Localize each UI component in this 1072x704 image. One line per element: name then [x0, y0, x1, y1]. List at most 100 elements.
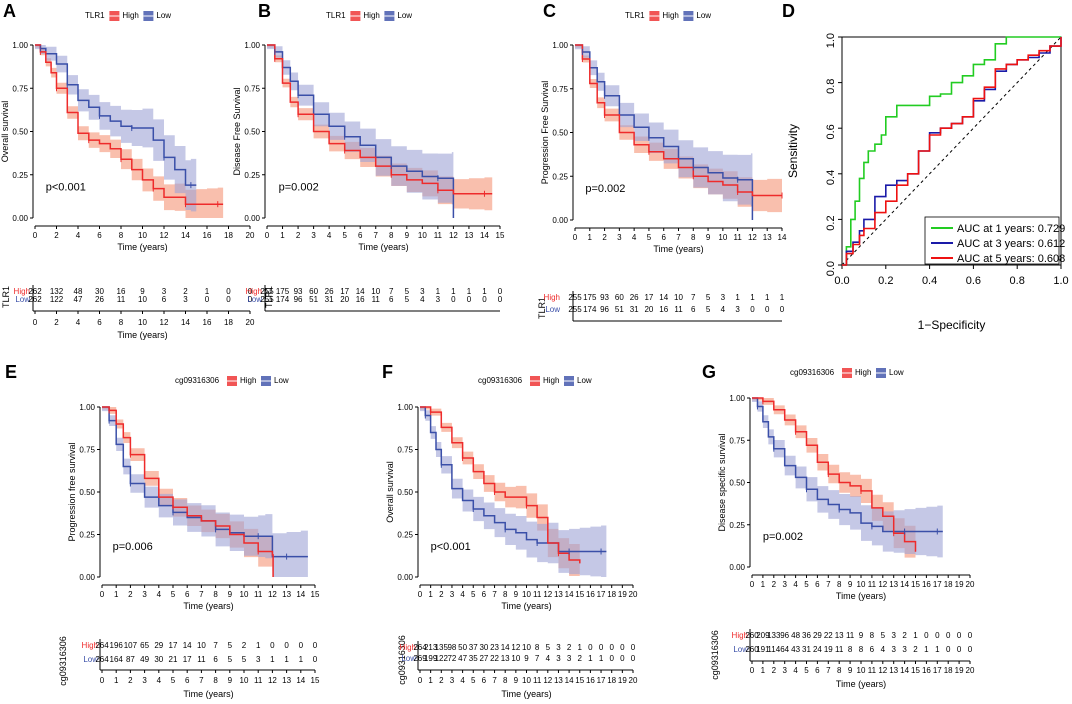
risk-count: 10 — [511, 654, 520, 663]
x-tick-label: 12 — [160, 231, 169, 240]
risk-count: 20 — [340, 295, 349, 304]
p-value: p=0.002 — [763, 531, 803, 543]
y-tick-label: 0.50 — [244, 128, 260, 137]
risk-x-tick-label: 15 — [311, 676, 320, 685]
risk-count: 3 — [902, 645, 907, 654]
risk-count: 1 — [913, 631, 918, 640]
risk-count: 26 — [95, 295, 104, 304]
x-tick-label: 4 — [76, 231, 81, 240]
risk-count: 5 — [706, 305, 711, 314]
x-tick-label: 18 — [607, 590, 616, 599]
risk-count: 0 — [968, 631, 973, 640]
risk-x-tick-label: 2 — [54, 318, 59, 327]
risk-row-label: Low — [401, 654, 416, 663]
low-confidence-band — [35, 45, 197, 213]
risk-count: 60 — [309, 287, 318, 296]
risk-count: 0 — [957, 645, 962, 654]
risk-count: 96 — [780, 631, 789, 640]
risk-count: 10 — [138, 295, 147, 304]
risk-x-tick-label: 14 — [181, 318, 190, 327]
x-tick-label: 12 — [268, 590, 277, 599]
risk-x-tick-label: 13 — [282, 676, 291, 685]
risk-x-tick-label: 6 — [482, 676, 487, 685]
risk-x-tick-label: 10 — [857, 666, 866, 675]
risk-count: 11 — [835, 645, 844, 654]
risk-x-tick-label: 20 — [966, 666, 975, 675]
legend-label: Low — [696, 11, 711, 20]
x-tick-label: 14 — [480, 231, 489, 240]
risk-count: 0 — [284, 641, 289, 650]
x-tick-label: 7 — [199, 590, 204, 599]
risk-count: 0 — [299, 641, 304, 650]
risk-count: 1 — [482, 287, 487, 296]
risk-count: 0 — [467, 295, 472, 304]
risk-count: 9 — [524, 654, 529, 663]
x-tick-label: 12 — [748, 233, 757, 242]
x-tick-label: 5 — [171, 590, 176, 599]
x-tick-label: 7 — [826, 580, 831, 589]
risk-count: 0 — [205, 295, 210, 304]
risk-count: 13 — [501, 654, 510, 663]
risk-x-tick-label: 4 — [76, 318, 81, 327]
risk-count: 3 — [556, 643, 561, 652]
risk-count: 29 — [154, 641, 163, 650]
risk-count: 31 — [630, 305, 639, 314]
x-tick-label: 18 — [944, 580, 953, 589]
risk-count: 174 — [276, 295, 290, 304]
risk-count: 50 — [458, 643, 467, 652]
risk-count: 262 — [28, 295, 42, 304]
x-tick-label: 0.0 — [834, 275, 849, 287]
risk-count: 6 — [870, 645, 875, 654]
legend-label: Low — [274, 376, 289, 385]
risk-count: 2 — [913, 645, 918, 654]
risk-count: 255 — [568, 293, 582, 302]
legend-label: Low — [889, 368, 904, 377]
x-tick-label: 9 — [405, 231, 410, 240]
risk-count: 14 — [183, 641, 192, 650]
panel-d: D 0.0 0.2 0.4 0.6 0.8 1.0 0.0 0.2 0.4 0.6 0.8 1.0 Sen… — [782, 1, 1069, 332]
risk-count: 8 — [870, 631, 875, 640]
risk-count: 1 — [765, 293, 770, 302]
legend-label: High — [363, 11, 379, 20]
risk-count: 17 — [169, 641, 178, 650]
x-axis-label: Time (years) — [117, 242, 167, 252]
x-tick-label: 0.2 — [878, 275, 893, 287]
risk-count: 0 — [270, 641, 275, 650]
risk-count: 6 — [691, 305, 696, 314]
risk-count: 8 — [535, 643, 540, 652]
y-tick-label: 1.00 — [244, 41, 260, 50]
low-survival-curve — [267, 44, 455, 218]
risk-count: 1 — [599, 654, 604, 663]
y-axis-label: Overall survival — [385, 461, 395, 523]
x-tick-label: 11 — [733, 233, 742, 242]
risk-x-tick-label: 20 — [246, 318, 255, 327]
risk-count: 0 — [248, 295, 253, 304]
risk-count: 0 — [599, 643, 604, 652]
risk-count: 175 — [276, 287, 290, 296]
risk-count: 0 — [482, 295, 487, 304]
risk-table-strata-title: cg09316306 — [397, 635, 407, 685]
risk-x-tick-label: 20 — [629, 676, 638, 685]
risk-row-label: High — [14, 287, 30, 296]
roc-curve-3 — [842, 37, 1062, 266]
risk-row-label: High — [732, 631, 748, 640]
x-tick-label: 6 — [358, 231, 363, 240]
risk-x-tick-label: 5 — [804, 666, 809, 675]
y-tick-label: 0.2 — [825, 215, 837, 230]
risk-x-tick-label: 16 — [203, 318, 212, 327]
x-tick-label: 11 — [868, 580, 877, 589]
risk-x-tick-label: 14 — [900, 666, 909, 675]
risk-x-tick-label: 4 — [460, 676, 465, 685]
risk-count: 1 — [750, 293, 755, 302]
x-tick-label: 15 — [911, 580, 920, 589]
x-tick-label: 5 — [342, 231, 347, 240]
risk-count: 72 — [447, 654, 456, 663]
risk-x-tick-label: 6 — [97, 318, 102, 327]
risk-count: 35 — [469, 654, 478, 663]
risk-count: 264 — [95, 655, 109, 664]
x-tick-label: 6 — [185, 590, 190, 599]
risk-count: 48 — [791, 631, 800, 640]
y-tick-label: 0.0 — [825, 261, 837, 276]
